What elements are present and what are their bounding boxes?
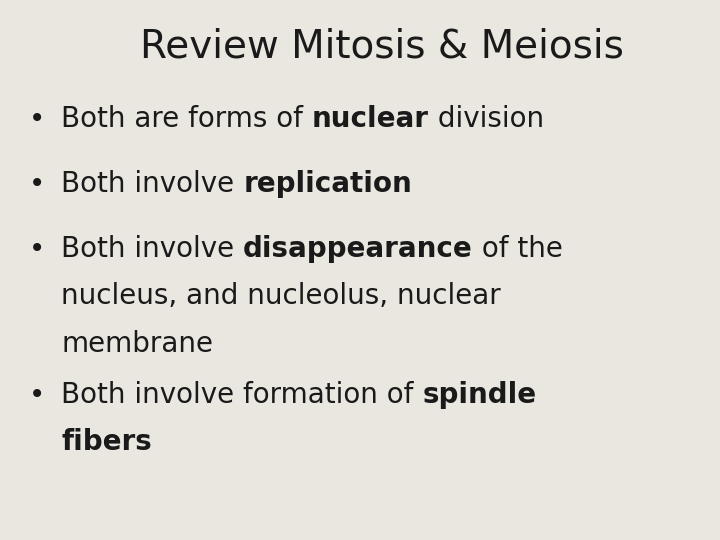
Text: •: • <box>29 170 45 198</box>
Text: replication: replication <box>243 170 412 198</box>
Text: spindle: spindle <box>423 381 536 409</box>
Text: nucleus, and nucleolus, nuclear: nucleus, and nucleolus, nuclear <box>61 282 501 310</box>
Text: membrane: membrane <box>61 330 213 358</box>
Text: Review Mitosis & Meiosis: Review Mitosis & Meiosis <box>140 27 624 65</box>
Text: Both involve: Both involve <box>61 235 243 263</box>
Text: •: • <box>29 381 45 409</box>
Text: Both involve: Both involve <box>61 170 243 198</box>
Text: disappearance: disappearance <box>243 235 473 263</box>
Text: of the: of the <box>473 235 563 263</box>
Text: •: • <box>29 105 45 133</box>
Text: division: division <box>429 105 544 133</box>
Text: •: • <box>29 235 45 263</box>
Text: Both are forms of: Both are forms of <box>61 105 312 133</box>
Text: Both involve formation of: Both involve formation of <box>61 381 423 409</box>
Text: nuclear: nuclear <box>312 105 429 133</box>
Text: fibers: fibers <box>61 428 152 456</box>
